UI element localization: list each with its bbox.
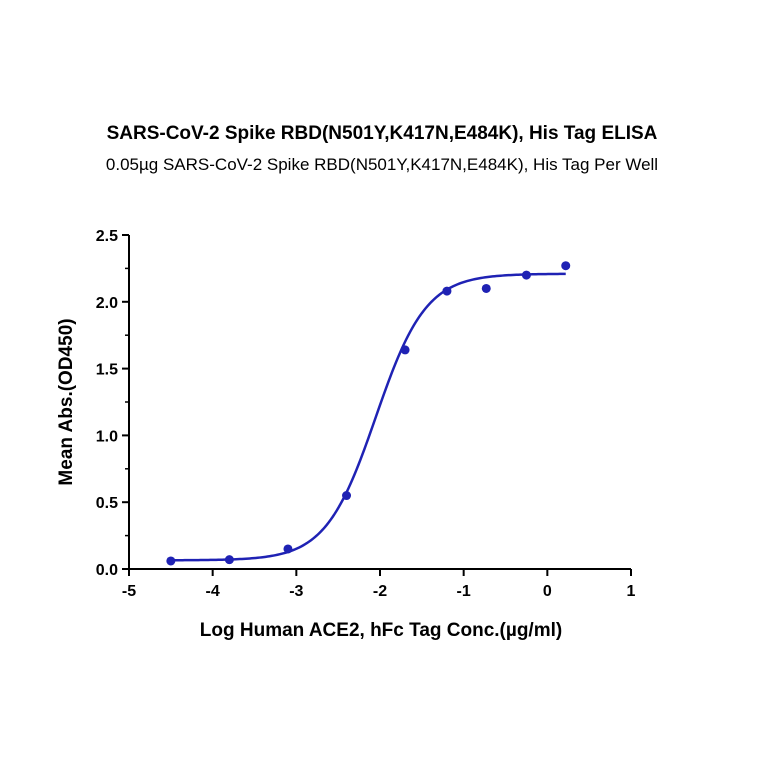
x-tick-label: -3	[289, 583, 303, 600]
axes: 0.0 0.5 1.0 1.5 2.0 2.5 -5 -4 -3 -2 -1 0 1	[96, 228, 636, 600]
data-point	[224, 555, 234, 565]
y-tick-label: 1.5	[96, 362, 118, 379]
chart-title: SARS-CoV-2 Spike RBD(N501Y,K417N,E484K),…	[106, 123, 658, 144]
x-tick-label: 0	[543, 583, 552, 600]
x-tick-label: -1	[457, 583, 471, 600]
y-tick-label: 1.0	[96, 428, 118, 445]
y-tick-label: 2.5	[96, 228, 118, 245]
x-tick-label: -5	[122, 583, 136, 600]
data-point	[400, 345, 410, 355]
x-tick-label: -4	[206, 583, 220, 600]
y-tick-label: 0.0	[96, 562, 118, 579]
fit-curve	[170, 272, 566, 562]
data-point	[166, 556, 176, 566]
y-tick-label: 2.0	[96, 295, 118, 312]
chart-subtitle: 0.05µg SARS-CoV-2 Spike RBD(N501Y,K417N,…	[105, 155, 659, 174]
x-tick-label: 1	[627, 583, 636, 600]
data-points	[166, 261, 571, 566]
data-point	[521, 270, 531, 280]
data-point	[442, 286, 452, 296]
data-point	[283, 544, 293, 554]
data-point	[342, 491, 352, 501]
y-axis-title: Mean Abs.(OD450)	[56, 318, 77, 485]
data-point	[561, 261, 571, 271]
x-tick-label: -2	[373, 583, 387, 600]
y-tick-label: 0.5	[96, 495, 118, 512]
x-axis-title: Log Human ACE2, hFc Tag Conc.(µg/ml)	[200, 620, 562, 641]
data-point	[481, 283, 491, 293]
